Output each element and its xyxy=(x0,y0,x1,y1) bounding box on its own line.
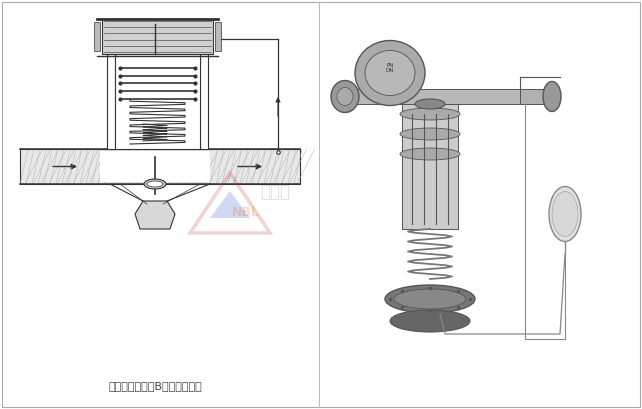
Text: 阀后压力调节（B型）工作原理: 阀后压力调节（B型）工作原理 xyxy=(108,381,202,391)
Bar xyxy=(100,151,210,182)
Text: 杜住拉: 杜住拉 xyxy=(260,183,290,201)
Ellipse shape xyxy=(549,187,581,241)
Bar xyxy=(520,89,552,104)
Bar xyxy=(115,54,200,149)
Ellipse shape xyxy=(394,289,466,309)
Ellipse shape xyxy=(390,310,470,332)
Bar xyxy=(200,54,208,149)
Bar xyxy=(215,22,221,51)
Bar xyxy=(345,89,555,104)
Bar xyxy=(20,149,300,184)
Ellipse shape xyxy=(543,81,561,112)
Ellipse shape xyxy=(355,40,425,106)
Ellipse shape xyxy=(400,148,460,160)
Polygon shape xyxy=(135,201,175,229)
Bar xyxy=(94,22,100,51)
Ellipse shape xyxy=(147,181,163,187)
Ellipse shape xyxy=(365,50,415,95)
Polygon shape xyxy=(210,191,250,218)
Ellipse shape xyxy=(331,81,359,112)
Bar xyxy=(107,54,115,149)
Text: PN
DN: PN DN xyxy=(386,63,394,73)
Ellipse shape xyxy=(400,108,460,120)
Ellipse shape xyxy=(337,88,353,106)
Ellipse shape xyxy=(385,285,475,313)
Ellipse shape xyxy=(552,191,578,236)
Ellipse shape xyxy=(415,99,445,109)
Bar xyxy=(402,104,458,229)
Bar xyxy=(102,19,213,54)
Ellipse shape xyxy=(400,128,460,140)
Text: NBL: NBL xyxy=(232,205,260,218)
Ellipse shape xyxy=(144,179,166,189)
